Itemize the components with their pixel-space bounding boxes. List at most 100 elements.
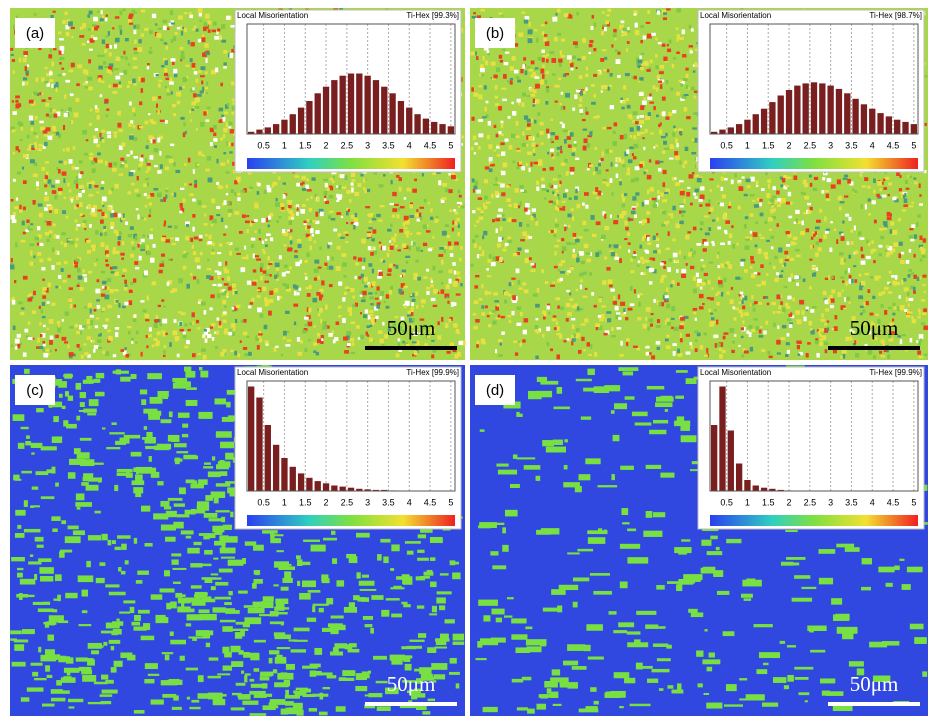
speckle xyxy=(62,279,67,283)
speckle xyxy=(899,339,903,345)
speckle xyxy=(840,355,845,359)
speckle xyxy=(661,9,667,15)
speckle xyxy=(54,194,58,200)
speckle xyxy=(170,22,175,25)
speckle xyxy=(41,301,46,307)
speckle xyxy=(581,56,586,60)
bar xyxy=(372,80,380,134)
speckle xyxy=(160,38,164,42)
speckle xyxy=(600,85,606,90)
speckle xyxy=(215,67,219,73)
speckle xyxy=(552,315,557,318)
speckle xyxy=(82,23,86,28)
speckle xyxy=(659,65,665,69)
speckle xyxy=(513,69,519,74)
speckle xyxy=(158,135,164,140)
speckle xyxy=(587,135,592,138)
speckle xyxy=(865,255,871,260)
speckle xyxy=(777,204,781,208)
speckle xyxy=(159,119,165,122)
speckle xyxy=(340,236,345,239)
speckle xyxy=(550,132,556,136)
speckle xyxy=(346,288,352,292)
speckle xyxy=(542,74,545,79)
speckle xyxy=(308,236,312,241)
speckle xyxy=(478,94,483,100)
speckle xyxy=(602,24,608,27)
speckle xyxy=(87,204,92,209)
speckle xyxy=(656,243,660,248)
speckle xyxy=(68,355,73,359)
speckle xyxy=(878,244,883,248)
speckle xyxy=(51,133,54,137)
speckle xyxy=(61,49,64,55)
speckle xyxy=(658,78,662,81)
speckle xyxy=(606,266,611,271)
speckle xyxy=(251,220,255,223)
speckle xyxy=(517,79,522,83)
speckle xyxy=(900,191,903,195)
speckle xyxy=(42,343,46,347)
speckle xyxy=(626,341,629,347)
speckle xyxy=(102,15,105,19)
speckle xyxy=(192,198,196,202)
speckle xyxy=(451,227,455,232)
speckle xyxy=(896,171,900,176)
speckle xyxy=(480,64,484,69)
speckle xyxy=(621,203,626,208)
speckle xyxy=(847,178,851,184)
speckle xyxy=(96,305,101,309)
speckle xyxy=(83,343,87,346)
speckle xyxy=(148,135,153,140)
speckle xyxy=(776,352,781,355)
speckle xyxy=(114,134,117,138)
speckle xyxy=(741,176,745,179)
speckle xyxy=(752,307,756,312)
speckle xyxy=(210,251,216,255)
speckle xyxy=(420,299,426,304)
speckle xyxy=(725,261,730,265)
speckle xyxy=(195,128,198,131)
speckle xyxy=(481,284,484,289)
speckle xyxy=(633,75,637,80)
speckle xyxy=(96,191,100,194)
speckle xyxy=(404,303,409,307)
speckle xyxy=(102,203,105,208)
speckle xyxy=(199,90,204,94)
speckle xyxy=(259,313,264,318)
speckle xyxy=(870,321,874,326)
speckle xyxy=(198,70,202,73)
speckle xyxy=(45,102,50,107)
speckle xyxy=(117,314,121,319)
speckle xyxy=(649,257,655,260)
speckle xyxy=(617,214,621,218)
speckle xyxy=(887,193,890,197)
speckle xyxy=(901,209,907,212)
speckle xyxy=(661,43,666,47)
speckle xyxy=(526,118,531,123)
speckle xyxy=(574,303,578,309)
speckle xyxy=(253,219,258,222)
speckle xyxy=(878,292,883,296)
speckle xyxy=(223,152,227,155)
speckle xyxy=(216,293,221,299)
speckle xyxy=(528,21,531,27)
speckle xyxy=(151,281,157,286)
speckle xyxy=(169,10,174,16)
speckle xyxy=(584,318,589,323)
speckle xyxy=(496,146,500,149)
speckle xyxy=(41,291,47,294)
speckle xyxy=(809,182,813,187)
speckle xyxy=(591,101,596,105)
speckle xyxy=(497,339,503,343)
speckle xyxy=(702,248,707,252)
speckle xyxy=(305,225,308,231)
speckle xyxy=(106,254,110,257)
speckle xyxy=(128,101,132,106)
speckle xyxy=(94,184,99,188)
speckle xyxy=(540,24,545,27)
speckle xyxy=(565,171,570,174)
speckle xyxy=(793,221,797,224)
speckle xyxy=(127,18,132,23)
speckle xyxy=(191,108,195,111)
